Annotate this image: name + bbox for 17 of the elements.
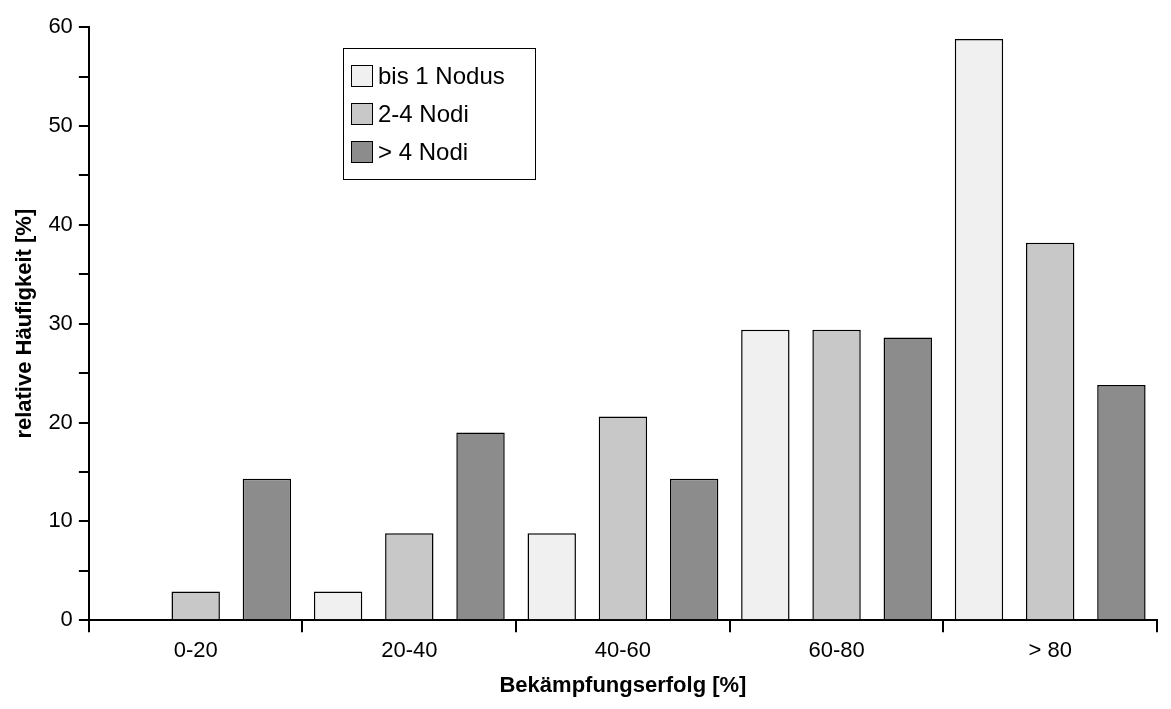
legend-label: > 4 Nodi xyxy=(378,137,469,167)
y-tick-label: 40 xyxy=(48,210,73,236)
x-axis-title: Bekämpfungserfolg [%] xyxy=(499,671,747,697)
x-tick-label: 40-60 xyxy=(594,637,652,663)
x-tick-label: 60-80 xyxy=(808,637,865,663)
y-tick-label: 50 xyxy=(48,112,73,138)
legend-label: bis 1 Nodus xyxy=(378,61,505,91)
y-axis-title: relative Häufigkeit [%] xyxy=(11,208,37,439)
y-tick-label: 60 xyxy=(48,13,73,39)
y-tick-label: 10 xyxy=(48,507,73,533)
y-tick-label: 20 xyxy=(48,408,73,434)
y-tick-label: 0 xyxy=(60,606,73,632)
y-tick-label: 30 xyxy=(48,309,73,335)
x-tick-label: > 80 xyxy=(1028,637,1072,663)
x-tick-label: 0-20 xyxy=(173,637,218,663)
x-tick-label: 20-40 xyxy=(381,637,438,663)
legend-label: 2-4 Nodi xyxy=(378,99,469,129)
